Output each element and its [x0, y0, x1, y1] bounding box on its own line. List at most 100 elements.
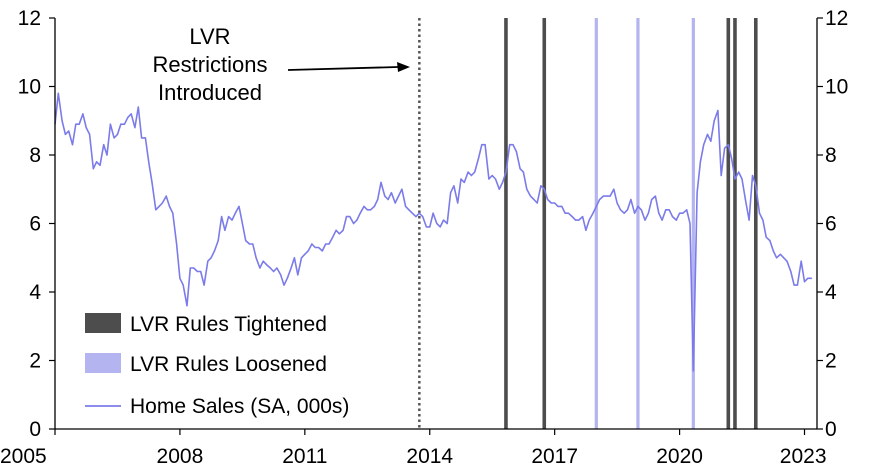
legend-swatch-loosened	[85, 353, 121, 373]
data-point	[675, 219, 677, 221]
data-point	[595, 205, 597, 207]
data-point	[498, 188, 500, 190]
y-tick-label-right: 2	[825, 350, 837, 373]
data-point	[640, 209, 642, 211]
annotation-arrow-shaft	[287, 66, 399, 71]
data-point	[446, 222, 448, 225]
data-point	[137, 106, 139, 108]
data-point	[561, 205, 563, 207]
data-point	[658, 212, 660, 214]
data-point	[755, 185, 757, 187]
data-point	[731, 157, 733, 159]
data-point	[85, 127, 87, 129]
data-point	[342, 229, 344, 231]
data-point	[796, 284, 799, 286]
data-point	[494, 178, 497, 180]
data-point	[609, 195, 611, 197]
data-point	[280, 274, 282, 276]
data-point	[165, 195, 167, 197]
data-point	[436, 222, 438, 225]
data-point	[515, 151, 518, 153]
data-point	[679, 212, 681, 214]
y-tick-label-right: 12	[825, 7, 848, 30]
y-tick-label-left: 12	[18, 7, 41, 30]
data-point	[134, 127, 136, 129]
data-point	[644, 219, 646, 221]
data-point	[738, 171, 740, 173]
data-point	[116, 133, 119, 135]
data-point	[335, 229, 337, 231]
data-point	[720, 174, 722, 177]
annotation-line-2: Restrictions	[153, 52, 268, 77]
data-point	[300, 257, 303, 259]
data-point	[442, 219, 445, 221]
data-point	[554, 202, 556, 204]
data-point	[654, 195, 657, 197]
data-point	[141, 137, 143, 139]
data-point	[425, 226, 427, 228]
data-point	[758, 212, 761, 214]
data-point	[682, 212, 684, 214]
data-point	[467, 171, 469, 173]
data-point	[231, 219, 233, 221]
tightened-bar-0	[504, 18, 508, 429]
data-point	[457, 202, 459, 204]
data-point	[647, 212, 650, 214]
data-point	[727, 144, 729, 146]
data-point	[567, 212, 570, 214]
tightened-bar-1	[542, 18, 547, 429]
data-point	[286, 277, 288, 279]
data-point	[186, 305, 188, 307]
data-point	[269, 267, 271, 269]
data-point	[671, 216, 674, 218]
data-point	[248, 243, 251, 245]
data-point	[481, 144, 483, 146]
data-point	[401, 188, 403, 190]
y-tick-label-right: 8	[825, 144, 837, 167]
data-point	[512, 144, 514, 146]
data-point	[811, 277, 813, 279]
data-point	[370, 209, 372, 211]
lvr-change-bars	[504, 18, 758, 429]
data-point	[502, 181, 504, 183]
data-point	[505, 171, 507, 173]
legend-swatch-tightened	[85, 313, 121, 333]
data-point	[460, 178, 462, 180]
data-point	[228, 216, 230, 218]
data-point	[349, 216, 351, 218]
data-point	[78, 123, 80, 125]
data-point	[762, 219, 764, 221]
annotation-line-1: LVR	[189, 24, 230, 49]
series-layer	[54, 92, 813, 372]
data-point	[89, 133, 91, 135]
data-point	[151, 181, 153, 183]
data-point	[307, 250, 309, 252]
data-point	[120, 123, 122, 125]
y-tick-label-right: 10	[825, 76, 848, 99]
data-point	[217, 240, 219, 242]
y-tick-label-left: 0	[29, 418, 41, 441]
loosened-bar-1	[636, 18, 640, 429]
data-point	[210, 257, 212, 259]
data-point	[599, 198, 601, 201]
data-point	[304, 253, 306, 255]
data-point	[92, 168, 94, 170]
data-point	[744, 198, 747, 201]
x-tick-label: 2014	[406, 445, 453, 468]
data-point	[328, 243, 330, 245]
data-point	[453, 185, 455, 187]
data-point	[429, 226, 431, 228]
data-point	[592, 212, 594, 214]
data-point	[200, 270, 202, 273]
data-point	[790, 270, 792, 273]
data-point	[488, 178, 490, 180]
data-point	[234, 212, 236, 214]
data-point	[619, 209, 622, 211]
data-point	[196, 270, 198, 273]
data-point	[297, 274, 299, 276]
data-point	[432, 212, 434, 214]
data-point	[543, 188, 545, 190]
data-point	[359, 212, 361, 214]
tightened-bar-2	[726, 18, 731, 429]
data-point	[57, 92, 59, 94]
